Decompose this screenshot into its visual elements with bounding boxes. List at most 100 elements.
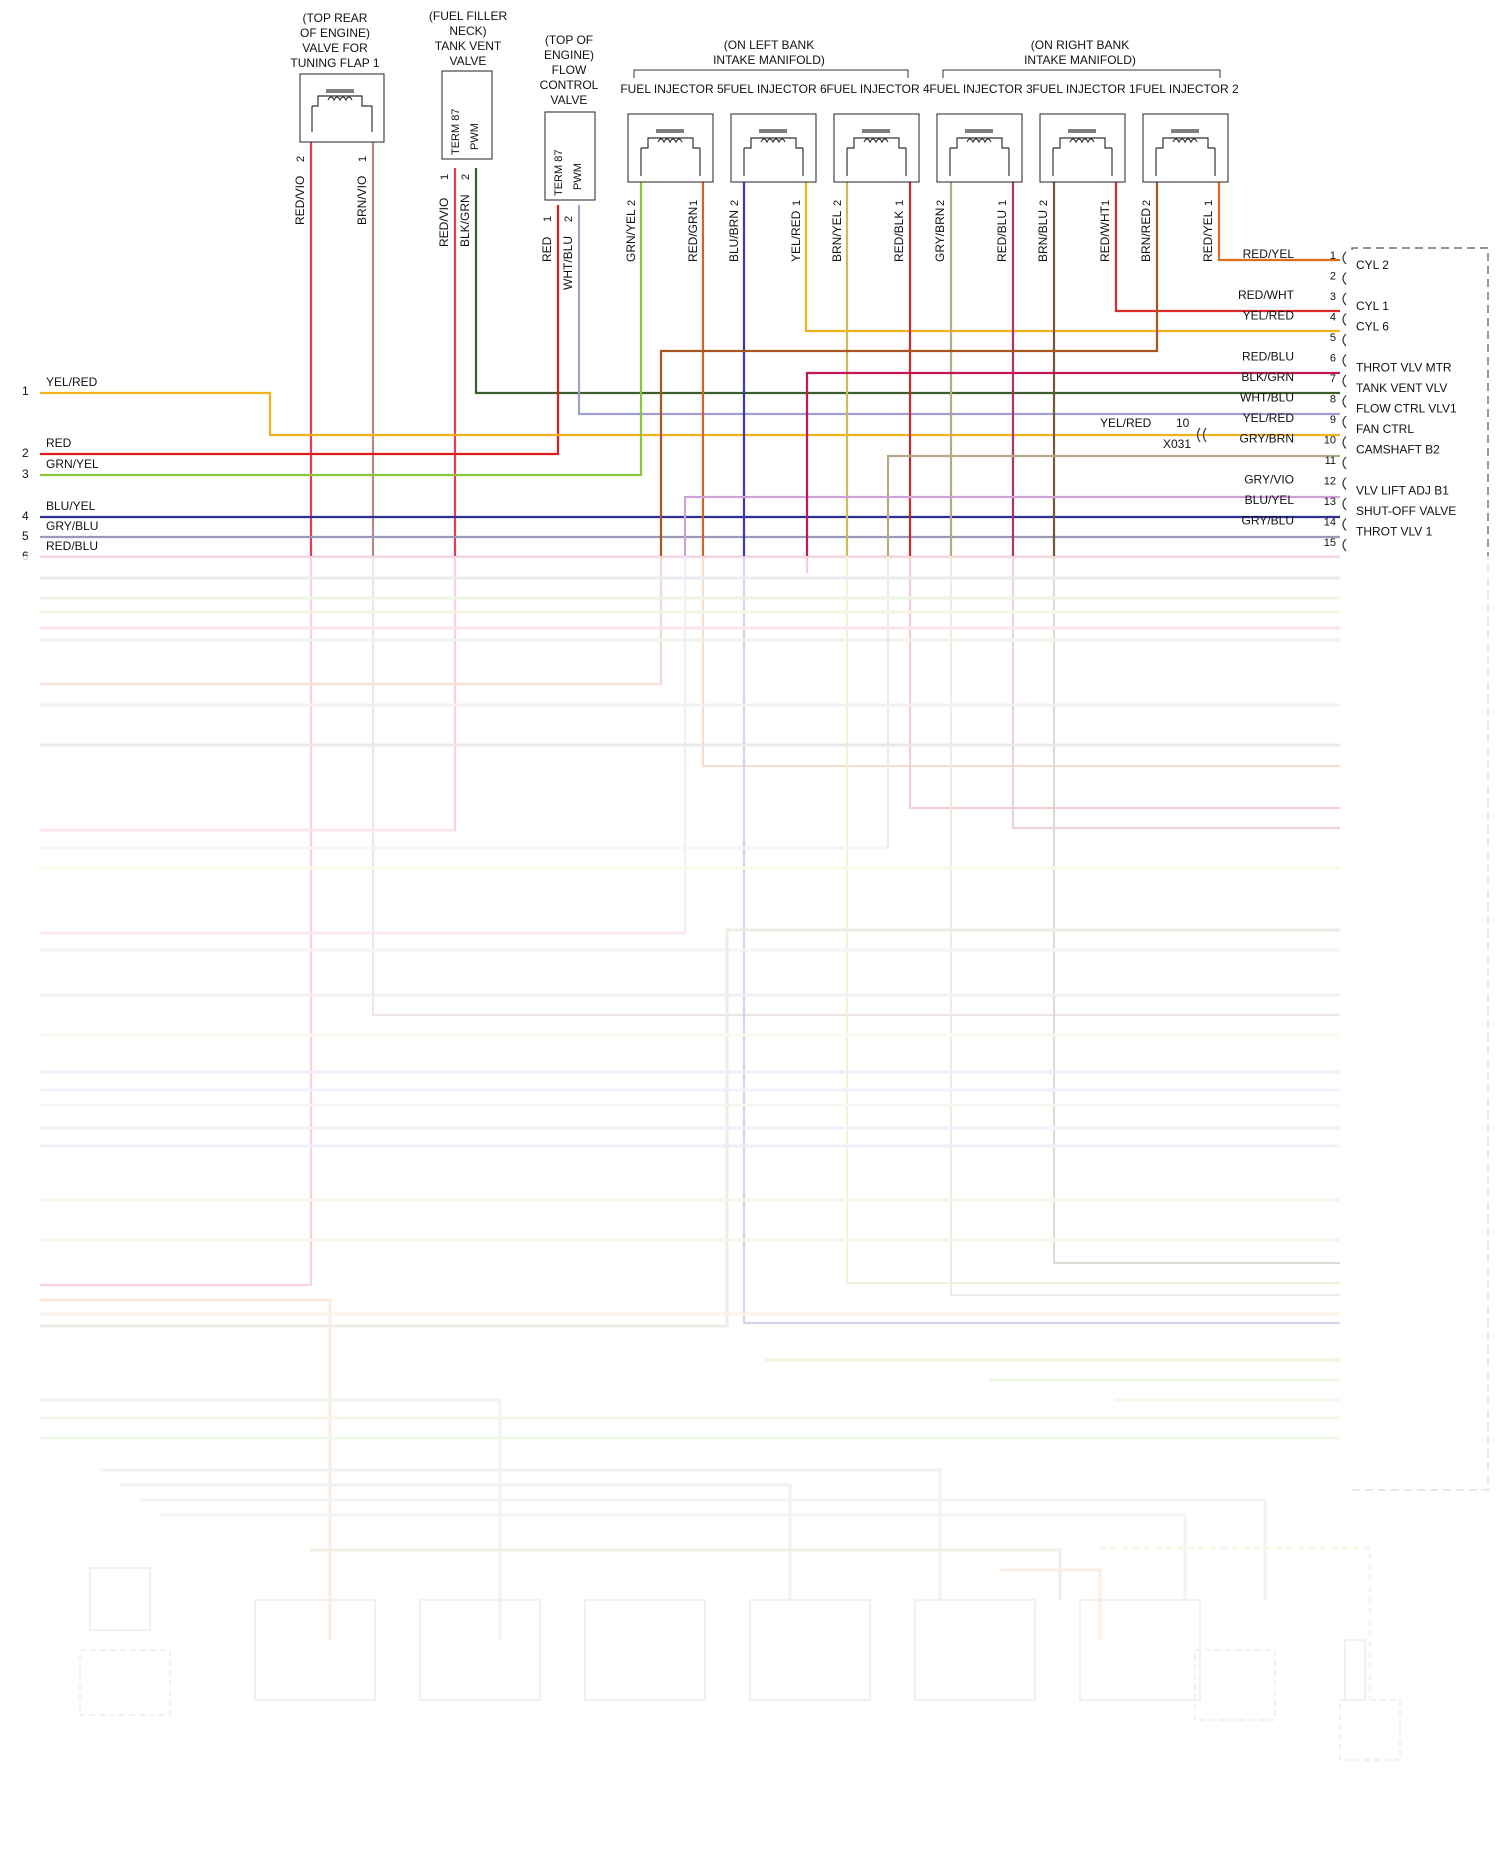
ecm-function-label: CYL 6 bbox=[1356, 320, 1389, 334]
ecm-pin-terminal-icon bbox=[1342, 333, 1347, 347]
injector-pin-b: 1 bbox=[1100, 200, 1112, 206]
injector-pin-a: 2 bbox=[832, 200, 844, 206]
inline-wire-label: YEL/RED bbox=[1100, 416, 1152, 430]
injector-pin-a: 2 bbox=[1038, 200, 1050, 206]
fuel-injector-2: FUEL INJECTOR 6 2 1 BLU/BRN YEL/RED bbox=[723, 82, 827, 262]
left-wire-4: BLU/YEL bbox=[46, 499, 96, 513]
ecm-pin-number: 4 bbox=[1330, 312, 1336, 324]
inline-connector-name: X031 bbox=[1163, 437, 1191, 451]
ecm-function-label: THROT VLV MTR bbox=[1356, 361, 1452, 375]
ecm-row-4: YEL/RED 4 CYL 6 bbox=[1243, 309, 1390, 334]
inline-connector-icon bbox=[1196, 427, 1207, 443]
flow-control-label-5: VALVE bbox=[551, 93, 588, 107]
solenoid-coil-icon bbox=[1155, 129, 1216, 176]
ecm-pin-number: 7 bbox=[1330, 373, 1336, 385]
injector-wire-b: YEL/RED bbox=[789, 210, 803, 262]
tank-vent-box bbox=[441, 70, 493, 160]
ecm-pin-terminal-icon bbox=[1342, 415, 1347, 429]
left-bank-label-1: (ON LEFT BANK bbox=[724, 38, 814, 52]
left-wire-5: GRY/BLU bbox=[46, 519, 98, 533]
left-wire-3: GRN/YEL bbox=[46, 457, 99, 471]
ecm-pin-terminal-icon bbox=[1342, 251, 1347, 265]
left-pin-2: 2 bbox=[22, 446, 29, 460]
ecm-pin-number: 15 bbox=[1324, 537, 1336, 549]
ecm-pin-terminal-icon bbox=[1342, 313, 1347, 326]
injector-pin-a: 2 bbox=[626, 200, 638, 206]
injector-name: FUEL INJECTOR 5 bbox=[620, 82, 724, 96]
ecm-pin-number: 14 bbox=[1324, 517, 1336, 529]
ecm-pin-terminal-icon bbox=[1342, 518, 1347, 531]
flow-control-box bbox=[544, 111, 596, 201]
ecm-pin-terminal-icon bbox=[1342, 497, 1347, 511]
ecm-pin-number: 11 bbox=[1325, 455, 1336, 467]
ecm-row-8: WHT/BLU 8 FLOW CTRL VLV1 bbox=[1240, 391, 1457, 416]
injector-wire-a: BRN/YEL bbox=[830, 210, 844, 262]
solenoid-coil-icon bbox=[743, 129, 804, 176]
ecm-wire-label: RED/YEL bbox=[1243, 247, 1295, 261]
left-pin-4: 4 bbox=[22, 509, 29, 523]
ecm-wire-label: YEL/RED bbox=[1243, 411, 1295, 425]
wire-flow-wht-blu bbox=[577, 205, 1340, 416]
left-wire-2: RED bbox=[46, 436, 72, 450]
left-bank-label-2: INTAKE MANIFOLD) bbox=[713, 53, 825, 67]
injector-name: FUEL INJECTOR 4 bbox=[826, 82, 930, 96]
ecm-row-5: 5 bbox=[1330, 332, 1347, 347]
ecm-function-label: THROT VLV 1 bbox=[1356, 525, 1433, 539]
injector-pin-a: 2 bbox=[935, 200, 947, 206]
ecm-row-1: RED/YEL 1 CYL 2 bbox=[1243, 247, 1390, 272]
left-pin-3: 3 bbox=[22, 467, 29, 481]
inline-connector-x031: YEL/RED 10 X031 bbox=[1100, 416, 1207, 451]
ecm-function-label: SHUT-OFF VALVE bbox=[1356, 504, 1456, 518]
flow-control-label-4: CONTROL bbox=[540, 78, 599, 92]
flow-control-pwm: PWM bbox=[572, 163, 584, 190]
tank-vent-label-1: (FUEL FILLER bbox=[429, 9, 508, 23]
ecm-pin-number: 3 bbox=[1330, 291, 1336, 303]
flow-control-label-1: (TOP OF bbox=[545, 33, 593, 47]
ecm-row-15: 15 bbox=[1324, 537, 1347, 552]
solenoid-coil-icon bbox=[846, 129, 907, 176]
injector-pin-a: 2 bbox=[1141, 200, 1153, 206]
ecm-wire-label: YEL/RED bbox=[1243, 309, 1295, 323]
ecm-wire-label: GRY/BRN bbox=[1240, 432, 1294, 446]
wire-red-blu-throttle bbox=[805, 371, 1340, 573]
wire-inj1-red-wht bbox=[1114, 182, 1340, 313]
ecm-pin-number: 9 bbox=[1330, 414, 1336, 426]
ecm-pin-terminal-icon bbox=[1342, 292, 1347, 306]
injector-pin-a: 2 bbox=[729, 200, 741, 206]
ecm-function-label: FAN CTRL bbox=[1356, 422, 1414, 436]
left-wire-1: YEL/RED bbox=[46, 375, 98, 389]
ecm-pin-number: 12 bbox=[1324, 476, 1336, 488]
injector-wire-b: RED/WHT bbox=[1098, 205, 1112, 262]
flow-control-wire-b: WHT/BLU bbox=[561, 236, 575, 290]
ecm-pin-terminal-icon bbox=[1342, 354, 1347, 367]
flow-control-pin-a: 1 bbox=[542, 216, 554, 222]
flow-control-valve: (TOP OF ENGINE) FLOW CONTROL VALVE TERM … bbox=[540, 33, 599, 290]
tuning-flap-label-3: VALVE FOR bbox=[302, 41, 368, 55]
ecm-pin-terminal-icon bbox=[1342, 538, 1347, 552]
fuel-injector-1: FUEL INJECTOR 5 2 1 GRN/YEL RED/GRN bbox=[620, 82, 724, 262]
fuel-injector-5: FUEL INJECTOR 1 2 1 BRN/BLU RED/WHT bbox=[1032, 82, 1136, 262]
injector-wire-b: RED/BLK bbox=[892, 211, 906, 262]
ecm-wire-label: GRY/BLU bbox=[1242, 514, 1294, 528]
injector-pin-b: 1 bbox=[894, 200, 906, 206]
injector-wire-a: BRN/BLU bbox=[1036, 210, 1050, 262]
fuel-injector-4: FUEL INJECTOR 3 2 1 GRY/BRN RED/BLU bbox=[929, 82, 1033, 262]
ecm-row-13: BLU/YEL 13 SHUT-OFF VALVE bbox=[1245, 493, 1457, 518]
ecm-row-14: GRY/BLU 14 THROT VLV 1 bbox=[1242, 514, 1433, 539]
ecm-row-10: GRY/BRN 10 CAMSHAFT B2 bbox=[1240, 432, 1441, 457]
ecm-function-label: CYL 2 bbox=[1356, 258, 1389, 272]
ecm-row-9: YEL/RED 9 FAN CTRL bbox=[1243, 411, 1415, 436]
ecm-connector-outline bbox=[1351, 247, 1489, 1491]
ecm-function-label: VLV LIFT ADJ B1 bbox=[1356, 484, 1449, 498]
wire-tank-vent-blk-grn bbox=[474, 168, 1340, 395]
tuning-flap-label-4: TUNING FLAP 1 bbox=[290, 56, 379, 70]
flow-control-label-2: ENGINE) bbox=[544, 48, 594, 62]
ecm-wire-label: WHT/BLU bbox=[1240, 391, 1294, 405]
ecm-function-label: TANK VENT VLV bbox=[1356, 381, 1447, 395]
tank-vent-pin-a: 1 bbox=[439, 174, 451, 180]
ecm-pin-terminal-icon bbox=[1342, 456, 1347, 470]
wire-flow-red bbox=[40, 205, 560, 456]
injector-name: FUEL INJECTOR 2 bbox=[1135, 82, 1239, 96]
right-bank-bracket bbox=[942, 69, 1221, 78]
flow-control-label-3: FLOW bbox=[552, 63, 587, 77]
